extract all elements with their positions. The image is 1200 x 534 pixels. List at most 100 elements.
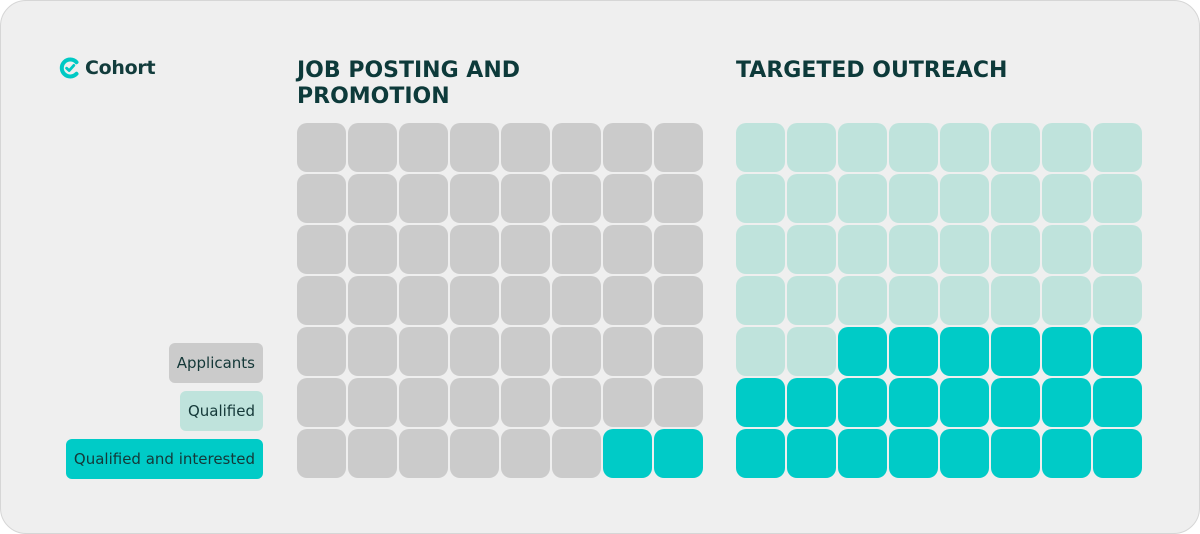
waffle-cell-applicants xyxy=(348,225,397,274)
waffle-cell-qualified-and-interested xyxy=(991,429,1040,478)
waffle-cell-qualified xyxy=(1093,174,1142,223)
waffle-cell-applicants xyxy=(501,225,550,274)
waffle-cell-applicants xyxy=(399,378,448,427)
waffle-cell-applicants xyxy=(450,123,499,172)
waffle-cell-qualified-and-interested xyxy=(736,429,785,478)
waffle-cell-applicants xyxy=(399,174,448,223)
waffle-cell-applicants xyxy=(297,225,346,274)
waffle-cell-qualified xyxy=(787,327,836,376)
waffle-cell-qualified-and-interested xyxy=(940,429,989,478)
waffle-cell-applicants xyxy=(450,174,499,223)
waffle-cell-qualified-and-interested xyxy=(787,429,836,478)
waffle-cell-qualified-and-interested xyxy=(1042,429,1091,478)
waffle-cell-qualified xyxy=(991,225,1040,274)
waffle-cell-qualified-and-interested xyxy=(787,378,836,427)
waffle-cell-applicants xyxy=(297,327,346,376)
waffle-cell-qualified xyxy=(1042,225,1091,274)
waffle-cell-qualified xyxy=(940,276,989,325)
waffle-cell-qualified-and-interested xyxy=(1093,429,1142,478)
waffle-cell-qualified xyxy=(736,327,785,376)
waffle-cell-applicants xyxy=(297,276,346,325)
waffle-cell-qualified xyxy=(991,276,1040,325)
waffle-cell-applicants xyxy=(552,327,601,376)
waffle-cell-qualified xyxy=(889,123,938,172)
waffle-cell-qualified xyxy=(889,276,938,325)
waffle-cell-qualified xyxy=(889,174,938,223)
waffle-cell-applicants xyxy=(654,276,703,325)
waffle-cell-applicants xyxy=(501,276,550,325)
panel-title-job-posting: JOB POSTING AND PROMOTION xyxy=(297,58,521,109)
waffle-grid-job-posting xyxy=(297,123,703,478)
waffle-cell-qualified-and-interested xyxy=(654,429,703,478)
panel-title-targeted-outreach: TARGETED OUTREACH xyxy=(736,58,1008,83)
waffle-cell-qualified-and-interested xyxy=(838,327,887,376)
waffle-cell-applicants xyxy=(603,327,652,376)
waffle-cell-qualified-and-interested xyxy=(838,429,887,478)
waffle-cell-qualified xyxy=(1042,123,1091,172)
waffle-cell-qualified-and-interested xyxy=(940,327,989,376)
waffle-cell-applicants xyxy=(654,327,703,376)
waffle-cell-applicants xyxy=(552,123,601,172)
legend-qualified: Qualified xyxy=(179,391,263,431)
waffle-cell-applicants xyxy=(450,276,499,325)
waffle-cell-applicants xyxy=(501,327,550,376)
waffle-cell-applicants xyxy=(399,429,448,478)
waffle-cell-qualified xyxy=(1093,123,1142,172)
waffle-cell-qualified xyxy=(736,276,785,325)
waffle-cell-qualified xyxy=(1093,225,1142,274)
waffle-cell-qualified xyxy=(787,225,836,274)
waffle-cell-applicants xyxy=(654,225,703,274)
waffle-cell-qualified-and-interested xyxy=(838,378,887,427)
waffle-cell-qualified xyxy=(940,174,989,223)
waffle-cell-qualified-and-interested xyxy=(1042,327,1091,376)
waffle-cell-applicants xyxy=(297,174,346,223)
waffle-cell-applicants xyxy=(297,378,346,427)
waffle-cell-applicants xyxy=(450,378,499,427)
waffle-cell-applicants xyxy=(297,429,346,478)
waffle-cell-applicants xyxy=(450,429,499,478)
waffle-cell-qualified xyxy=(1042,276,1091,325)
waffle-cell-qualified xyxy=(787,174,836,223)
waffle-cell-applicants xyxy=(501,123,550,172)
waffle-cell-applicants xyxy=(399,123,448,172)
waffle-cell-applicants xyxy=(603,225,652,274)
waffle-cell-qualified-and-interested xyxy=(889,378,938,427)
waffle-cell-qualified xyxy=(838,123,887,172)
waffle-cell-applicants xyxy=(654,123,703,172)
waffle-cell-qualified xyxy=(736,123,785,172)
waffle-cell-applicants xyxy=(501,174,550,223)
waffle-cell-applicants xyxy=(450,327,499,376)
waffle-grid-targeted-outreach xyxy=(736,123,1142,478)
waffle-cell-qualified-and-interested xyxy=(940,378,989,427)
waffle-cell-qualified xyxy=(787,123,836,172)
waffle-cell-qualified xyxy=(1093,276,1142,325)
waffle-cell-qualified xyxy=(889,225,938,274)
waffle-cell-qualified xyxy=(991,123,1040,172)
waffle-cell-qualified xyxy=(940,123,989,172)
waffle-cell-qualified xyxy=(736,225,785,274)
waffle-cell-applicants xyxy=(348,429,397,478)
waffle-cell-qualified-and-interested xyxy=(736,378,785,427)
waffle-cell-applicants xyxy=(552,429,601,478)
waffle-cell-applicants xyxy=(603,276,652,325)
legend-applicants: Applicants xyxy=(168,343,263,383)
waffle-cell-qualified-and-interested xyxy=(1093,327,1142,376)
waffle-cell-qualified xyxy=(1042,174,1091,223)
waffle-cell-applicants xyxy=(552,174,601,223)
waffle-cell-qualified-and-interested xyxy=(991,378,1040,427)
waffle-cell-applicants xyxy=(348,123,397,172)
waffle-cell-qualified-and-interested xyxy=(603,429,652,478)
waffle-cell-applicants xyxy=(348,378,397,427)
cohort-logo-icon xyxy=(59,57,79,79)
waffle-cell-applicants xyxy=(603,378,652,427)
waffle-cell-qualified xyxy=(940,225,989,274)
waffle-cell-applicants xyxy=(654,174,703,223)
waffle-cell-applicants xyxy=(348,276,397,325)
brand-name: Cohort xyxy=(85,57,156,79)
waffle-cell-applicants xyxy=(501,378,550,427)
waffle-cell-applicants xyxy=(552,276,601,325)
waffle-cell-applicants xyxy=(399,225,448,274)
waffle-cell-applicants xyxy=(501,429,550,478)
waffle-cell-applicants xyxy=(603,123,652,172)
waffle-cell-qualified xyxy=(838,276,887,325)
